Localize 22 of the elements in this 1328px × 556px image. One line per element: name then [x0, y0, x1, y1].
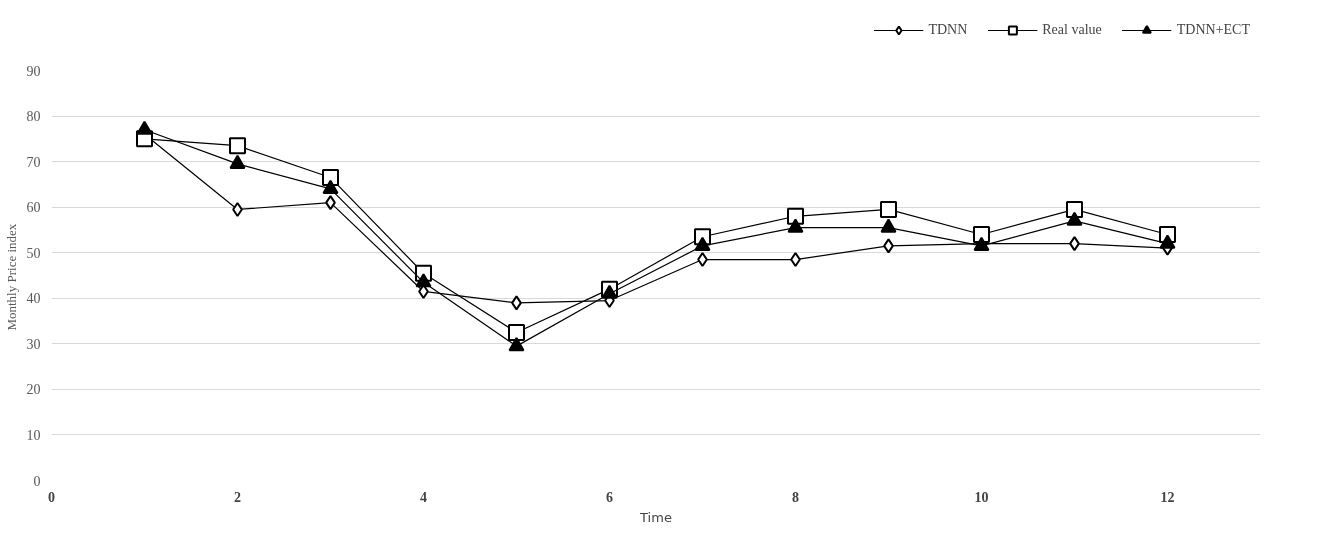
y-tick-label: 10 — [26, 427, 41, 443]
y-tick-label: 80 — [26, 109, 41, 125]
y-tick-label: 60 — [26, 200, 41, 216]
x-tick-label: 6 — [606, 489, 613, 505]
x-tick-label: 2 — [234, 489, 241, 505]
y-tick-label: 70 — [26, 154, 41, 170]
x-tick-label: 8 — [792, 489, 799, 505]
y-tick-label: 0 — [33, 473, 41, 489]
y-tick-label: 50 — [26, 245, 41, 261]
x-tick-label: 4 — [420, 489, 427, 505]
y-tick-label: 90 — [26, 63, 41, 79]
x-tick-label: 12 — [1160, 489, 1175, 505]
legend-label: TDNN+ECT — [1176, 22, 1250, 38]
y-tick-label: 30 — [26, 336, 41, 352]
y-tick-label: 40 — [26, 291, 41, 307]
x-tick-label: 10 — [974, 489, 989, 505]
legend-label: TDNN — [928, 22, 968, 38]
y-tick-label: 20 — [26, 382, 41, 398]
x-tick-label: 0 — [48, 489, 55, 505]
y-axis-title: Monthly Price index — [3, 223, 19, 331]
legend-label: Real value — [1042, 22, 1102, 38]
x-axis-title: Time — [639, 509, 672, 525]
